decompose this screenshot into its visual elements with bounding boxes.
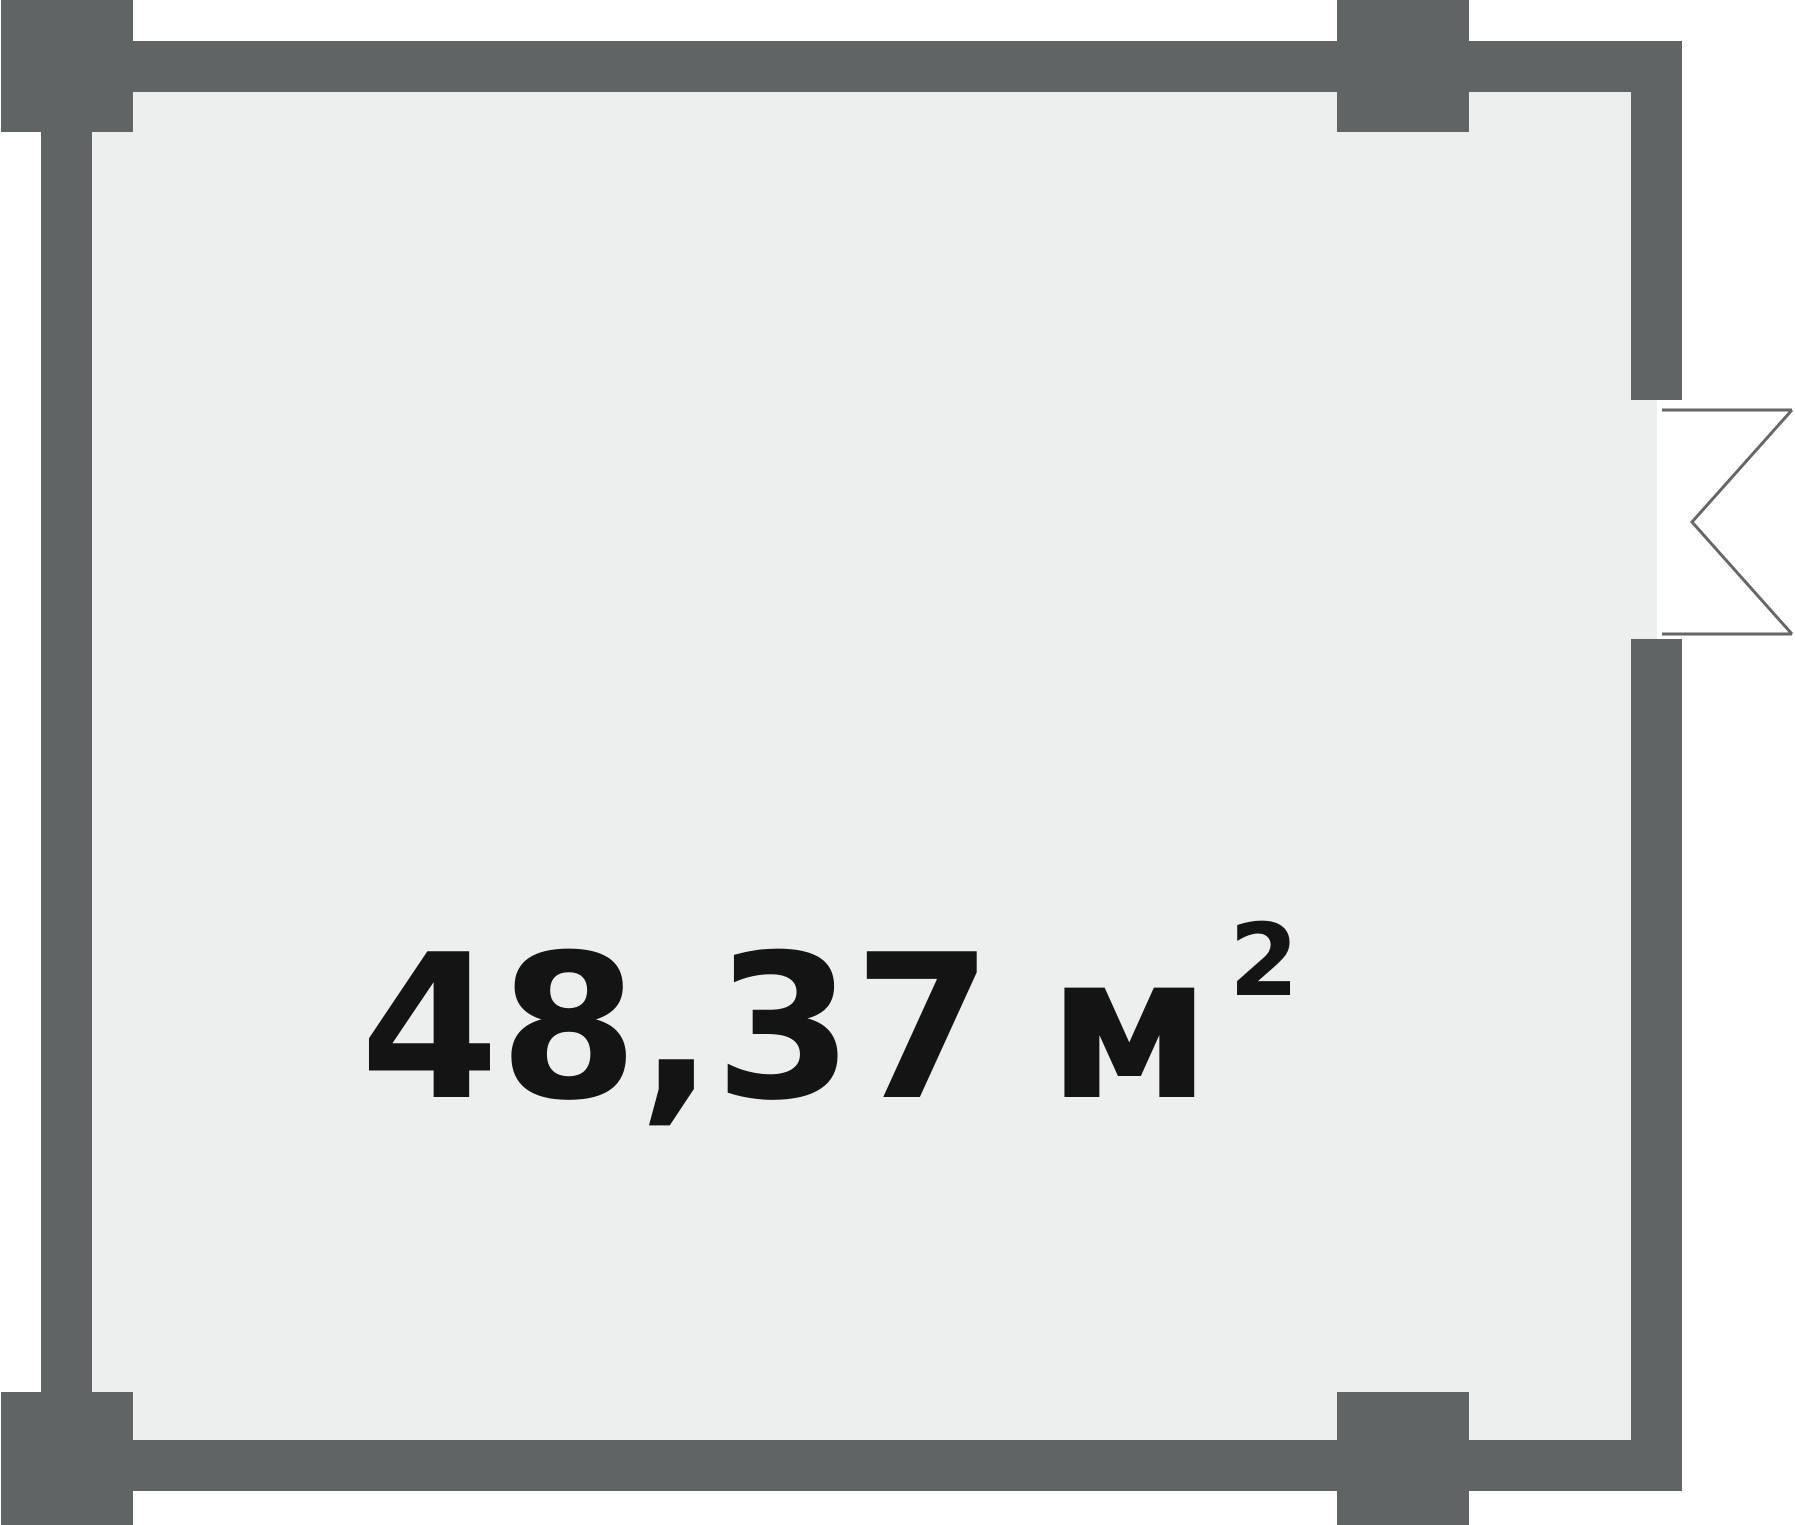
column-top-left (1, 0, 133, 132)
door-threshold (1657, 400, 1682, 639)
column-bottom-right (1337, 1392, 1469, 1525)
area-superscript: 2 (1229, 902, 1299, 1019)
column-top-right (1337, 0, 1469, 132)
area-unit: м (1048, 912, 1211, 1145)
door-swing-icon (1662, 408, 1794, 636)
column-bottom-left (1, 1392, 133, 1525)
wall-right-upper (1631, 41, 1682, 400)
columns (1, 0, 1469, 1525)
wall-left (41, 41, 92, 1491)
door-opening (1631, 400, 1657, 639)
room-floor (92, 91, 1632, 1441)
area-label: 48,37 м 2 (360, 902, 1299, 1145)
area-value: 48,37 (360, 912, 993, 1145)
wall-right-lower (1631, 639, 1682, 1491)
